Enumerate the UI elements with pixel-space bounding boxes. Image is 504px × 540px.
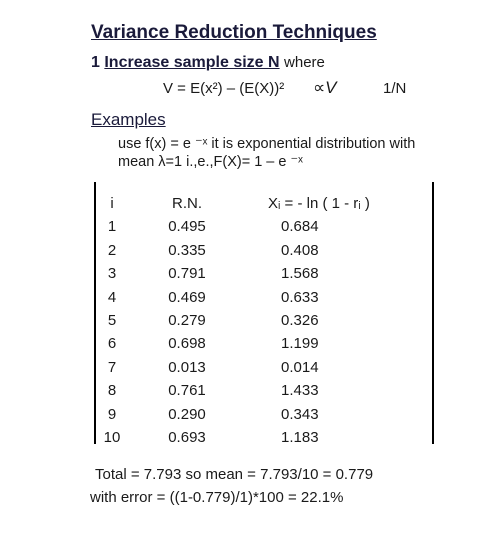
cell-x: 0.014 — [281, 358, 319, 376]
cell-i: 1 — [107, 218, 117, 236]
column-i: i 1 2 3 4 5 6 7 8 9 10 — [96, 192, 128, 449]
cell-x: 1.433 — [281, 382, 319, 400]
header-rn: R.N. — [172, 195, 202, 212]
cell-rn: 0.013 — [168, 358, 206, 376]
cell-x: 0.684 — [281, 218, 319, 236]
cell-x: 0.408 — [281, 241, 319, 259]
cell-i: 4 — [107, 288, 117, 306]
cell-x: 0.343 — [281, 405, 319, 423]
cell-rn: 0.495 — [168, 218, 206, 236]
cell-i: 2 — [107, 241, 117, 259]
total-line: Total = 7.793 so mean = 7.793/10 = 0.779 — [95, 466, 374, 483]
cell-i: 10 — [103, 428, 121, 446]
where-label: where — [284, 54, 325, 71]
cell-rn: 0.693 — [168, 428, 206, 446]
cell-x: 0.633 — [281, 288, 319, 306]
header-x: Xᵢ = - ln ( 1 - rᵢ ) — [268, 195, 370, 212]
cell-i: 9 — [107, 405, 117, 423]
cell-x: 1.199 — [281, 335, 319, 353]
section-heading: 1 Increase sample size N where — [91, 54, 325, 72]
cell-i: 7 — [107, 358, 117, 376]
proportional-symbol: ∝V — [313, 78, 337, 97]
cell-rn: 0.791 — [168, 265, 206, 283]
cell-x: 1.183 — [281, 428, 319, 446]
cell-rn: 0.761 — [168, 382, 206, 400]
results-table: i 1 2 3 4 5 6 7 8 9 10 R.N. 0.495 0.335 … — [94, 182, 434, 446]
cell-i: 6 — [107, 335, 117, 353]
section-title: Increase sample size N — [104, 54, 280, 71]
section-number: 1 — [91, 54, 100, 71]
column-rn: R.N. 0.495 0.335 0.791 0.469 0.279 0.698… — [158, 192, 216, 449]
examples-heading: Examples — [91, 110, 166, 129]
cell-i: 8 — [107, 382, 117, 400]
cell-x: 0.326 — [281, 311, 319, 329]
cell-rn: 0.469 — [168, 288, 206, 306]
error-line: with error = ((1-0.779)/1)*100 = 22.1% — [90, 489, 344, 506]
examples-mean-line: mean λ=1 i.,e.,F(X)= 1 – e ⁻ˣ — [118, 154, 303, 170]
cell-rn: 0.698 — [168, 335, 206, 353]
cell-rn: 0.279 — [168, 311, 206, 329]
inverse-n: 1/N — [383, 80, 407, 97]
cell-i: 3 — [107, 265, 117, 283]
header-i: i — [110, 195, 114, 212]
variance-formula: V = E(x²) – (E(X))² — [163, 80, 285, 97]
cell-rn: 0.290 — [168, 405, 206, 423]
page-title: Variance Reduction Techniques — [91, 22, 377, 43]
examples-use-line: use f(x) = e ⁻ˣ it is exponential distri… — [118, 136, 416, 152]
column-x: Xᵢ = - ln ( 1 - rᵢ ) 0.684 0.408 1.568 0… — [268, 192, 388, 449]
cell-rn: 0.335 — [168, 241, 206, 259]
cell-i: 5 — [107, 311, 117, 329]
cell-x: 1.568 — [281, 265, 319, 283]
